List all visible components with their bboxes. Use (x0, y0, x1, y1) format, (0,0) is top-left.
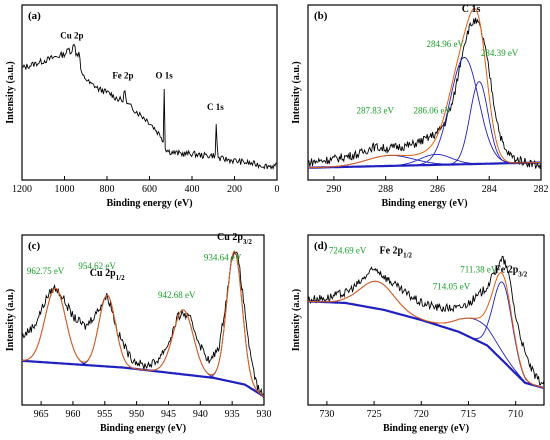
plot-area (308, 255, 544, 390)
peak-label: Cu 2p3/2 (217, 232, 252, 246)
peak-label: C 1s (462, 4, 481, 15)
envelope-fit (22, 250, 264, 397)
peak-label: Fe 2p1/2 (380, 246, 413, 260)
panel-1: 290 288 286 284 282 Binding energy (eV) Intens… (291, 4, 549, 209)
x-tick-label: 710 (508, 409, 523, 420)
panel-label: (b) (314, 10, 328, 22)
x-tick-label: 282 (534, 184, 549, 195)
x-tick-label: 715 (461, 409, 476, 420)
peak-label: Fe 2p3/2 (495, 264, 528, 278)
raw-spectrum (308, 17, 541, 169)
x-tick-label: 600 (142, 184, 157, 195)
annotation-label: 724.69 eV (329, 246, 367, 256)
x-tick-label: 800 (100, 184, 115, 195)
x-axis-label: Binding energy (eV) (383, 423, 469, 434)
y-axis-label: Intensity (a.u.) (291, 289, 302, 352)
x-tick-label: 400 (185, 184, 200, 195)
component-peak (308, 81, 541, 169)
annotation-label: Fe 2p (112, 71, 133, 81)
peak-label-subscript: 3/2 (518, 270, 527, 278)
envelope-fit (308, 8, 541, 169)
peak-label-subscript: 1/2 (116, 274, 125, 282)
x-tick-label: 284 (482, 184, 497, 195)
panel-label: (a) (28, 10, 41, 22)
annotation-label: 711.38 eV (460, 264, 498, 274)
x-axis-label: Binding energy (eV) (100, 423, 186, 434)
x-tick-label: 1000 (55, 184, 75, 195)
x-tick-label: 286 (430, 184, 445, 195)
plot-frame (307, 4, 542, 181)
annotation-label: 962.75 eV (27, 266, 65, 276)
plot-area (22, 43, 277, 170)
panel-0: 1200 1000 800 600 400 200 0 Binding energy (eV)… (5, 4, 280, 209)
x-tick-label: 730 (319, 409, 334, 420)
annotation-label: 284.39 eV (481, 48, 519, 58)
raw-spectrum (22, 249, 264, 399)
x-tick-label: 1200 (12, 184, 32, 195)
x-tick-label: 288 (378, 184, 393, 195)
x-tick-label: 200 (227, 184, 242, 195)
peak-label: Cu 2p1/2 (90, 268, 125, 282)
annotation-label: 286.06 eV (414, 106, 452, 116)
component-peak (308, 281, 544, 389)
x-tick-label: 720 (414, 409, 429, 420)
panel-3: 730 725 720 715 710 Binding energy (eV) Intens… (291, 234, 545, 434)
x-tick-label: 960 (65, 409, 80, 420)
panel-label: (c) (28, 240, 41, 252)
x-axis-label: Binding energy (eV) (381, 198, 467, 209)
annotation-label: 714.05 eV (433, 281, 471, 291)
panel-2: 965 960 955 950 945 940 935 930 Binding energy (… (5, 232, 272, 434)
raw-spectrum (308, 255, 544, 386)
x-tick-label: 725 (367, 409, 382, 420)
x-tick-label: 0 (275, 184, 280, 195)
plot-frame (21, 234, 265, 406)
y-axis-label: Intensity (a.u.) (5, 61, 16, 124)
annotation-label: 954.62 eV (78, 261, 116, 271)
plot-area (308, 8, 541, 169)
raw-spectrum (22, 43, 277, 170)
y-axis-label: Intensity (a.u.) (291, 61, 302, 124)
peak-label-subscript: 3/2 (243, 238, 252, 246)
x-tick-label: 940 (193, 409, 208, 420)
x-tick-label: 955 (97, 409, 112, 420)
annotation-label: Cu 2p (60, 30, 83, 40)
x-tick-label: 950 (129, 409, 144, 420)
annotation-label: C 1s (207, 102, 224, 112)
peak-label-subscript: 1/2 (403, 252, 412, 260)
annotation-label: 942.68 eV (158, 290, 196, 300)
annotation-label: O 1s (156, 71, 174, 81)
x-tick-label: 935 (225, 409, 240, 420)
x-tick-label: 965 (34, 409, 49, 420)
background-line (308, 300, 544, 390)
x-tick-label: 945 (161, 409, 176, 420)
plot-area (22, 249, 264, 399)
x-tick-label: 290 (326, 184, 341, 195)
annotation-label: 284.96 eV (426, 39, 464, 49)
annotation-label: 287.83 eV (357, 106, 395, 116)
component-peak (308, 300, 544, 389)
envelope-fit (308, 272, 544, 389)
x-tick-label: 930 (257, 409, 272, 420)
x-axis-label: Binding energy (eV) (106, 198, 192, 209)
component-peak (22, 309, 264, 397)
plot-frame (307, 234, 545, 406)
panel-label: (d) (314, 240, 328, 252)
y-axis-label: Intensity (a.u.) (5, 289, 16, 352)
annotation-label: 934.64 eV (204, 253, 242, 263)
